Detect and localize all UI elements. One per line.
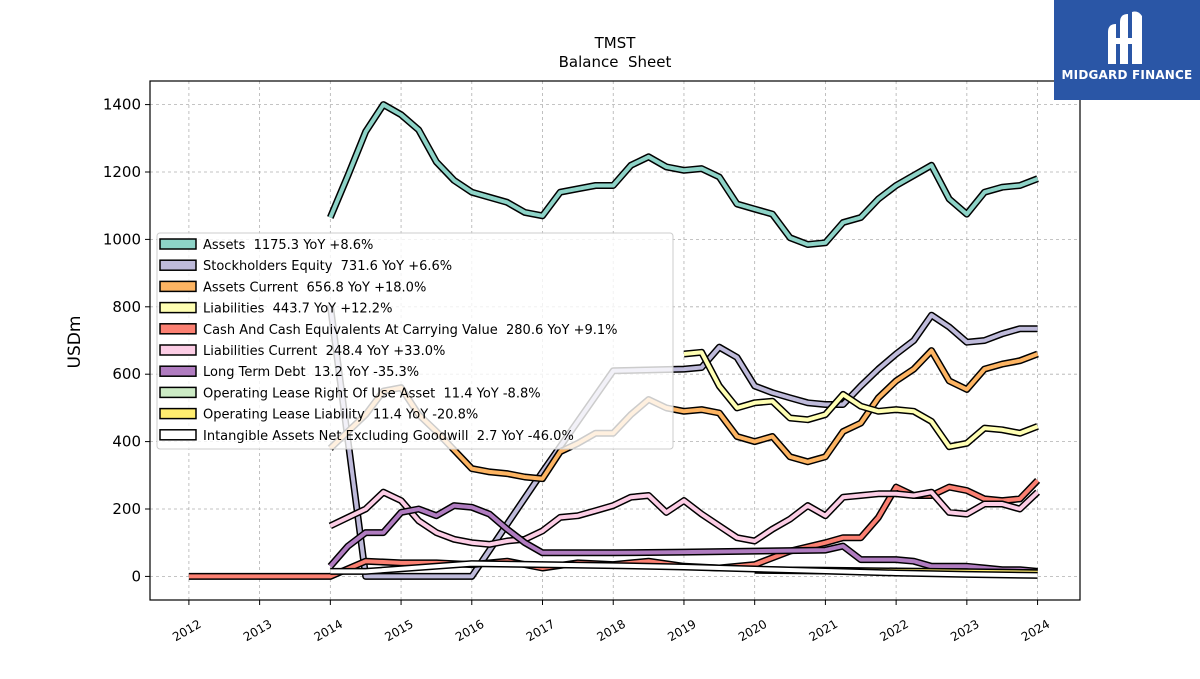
legend-swatch (159, 259, 197, 271)
chart-title: TMST (594, 34, 637, 52)
series-line (327, 101, 1039, 248)
legend-label: Assets 1175.3 YoY +8.6% (203, 238, 373, 253)
x-tick-label: 2021 (807, 617, 840, 644)
x-tick-label: 2017 (524, 617, 557, 644)
legend: Assets 1175.3 YoY +8.6% Stockholders Equi… (156, 232, 674, 450)
y-tick-label: 200 (112, 500, 141, 518)
legend-swatch (159, 429, 197, 441)
y-tick-label: 0 (131, 567, 141, 585)
x-tick-label: 2013 (241, 617, 274, 644)
series-line-fill (329, 490, 1039, 547)
x-tick-label: 2023 (948, 617, 981, 644)
legend-swatch (159, 365, 197, 377)
legend-label: Operating Lease Liability 11.4 YoY -20.8… (203, 408, 478, 423)
y-tick-label: 600 (112, 365, 141, 383)
x-tick-label: 2020 (736, 617, 769, 644)
legend-swatch (159, 323, 197, 335)
legend-label: Operating Lease Right Of Use Asset 11.4 … (203, 386, 541, 401)
series-lines (188, 101, 1041, 580)
legend-swatch (159, 301, 197, 314)
x-tick-label: 2015 (382, 617, 415, 644)
x-tick-label: 2018 (595, 617, 628, 644)
legend-box (156, 232, 674, 450)
series-line (328, 488, 1041, 548)
chart-subtitle: Balance Sheet (559, 53, 672, 71)
series-line-fill (328, 102, 1039, 247)
y-tick-label: 1200 (103, 163, 141, 181)
series-line-fill (683, 350, 1039, 449)
legend-label: Liabilities Current 248.4 YoY +33.0% (203, 344, 445, 359)
legend-label: Cash And Cash Equivalents At Carrying Va… (203, 323, 618, 338)
x-tick-label: 2016 (453, 617, 486, 644)
series-line (330, 560, 1038, 579)
brand-name: MIDGARD FINANCE (1061, 68, 1193, 82)
legend-label: Long Term Debt 13.2 YoY -35.3% (203, 365, 419, 380)
legend-label: Intangible Assets Net Excluding Goodwill… (203, 429, 574, 444)
x-tick-label: 2014 (312, 617, 345, 644)
series-line (683, 348, 1039, 451)
legend-swatch (159, 280, 197, 293)
y-tick-label: 400 (112, 433, 141, 451)
x-tick-label: 2024 (1019, 617, 1052, 644)
series-line (327, 502, 1038, 575)
legend-label: Liabilities 443.7 YoY +12.2% (203, 302, 392, 317)
y-axis-label: USDm (65, 316, 85, 369)
y-tick-label: 1000 (103, 230, 141, 248)
y-tick-label: 800 (112, 298, 141, 316)
legend-label: Assets Current 656.8 YoY +18.0% (203, 280, 426, 295)
midgard-logo-icon (1108, 11, 1142, 64)
legend-swatch (159, 386, 197, 399)
y-tick-label: 1400 (103, 96, 141, 114)
series-line-fill (330, 561, 1038, 578)
legend-swatch (159, 238, 197, 250)
series-line-fill (328, 503, 1038, 574)
brand-logo: MIDGARD FINANCE (1054, 0, 1200, 100)
legend-label: Stockholders Equity 731.6 YoY +6.6% (203, 259, 452, 274)
plot-frame (149, 80, 1081, 601)
legend-swatch (159, 344, 197, 356)
legend-swatch (159, 407, 197, 420)
x-tick-label: 2012 (170, 617, 203, 644)
x-tick-label: 2019 (665, 617, 698, 644)
x-tick-label: 2022 (877, 617, 910, 644)
